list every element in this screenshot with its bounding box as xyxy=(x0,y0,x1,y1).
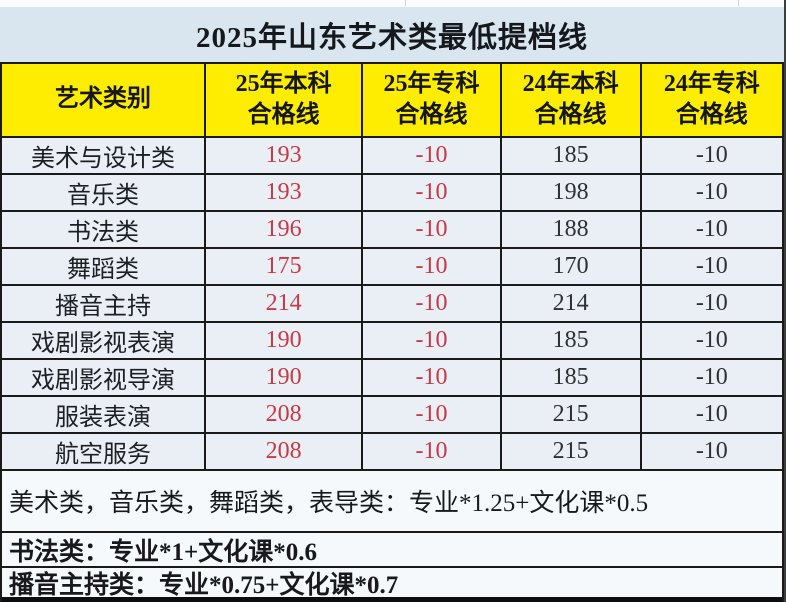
category-cell: 服装表演 xyxy=(0,395,207,434)
value-cell: 175 xyxy=(204,247,364,286)
value-cell: 185 xyxy=(499,321,642,360)
value-cell: -10 xyxy=(639,210,785,249)
value-cell: 170 xyxy=(499,247,642,286)
value-cell: -10 xyxy=(361,247,502,286)
value-cell: 215 xyxy=(499,432,642,471)
column-header-category: 艺术类别 xyxy=(0,62,207,138)
table-row: 音乐类 193 -10 198 -10 xyxy=(0,173,785,212)
value-cell: -10 xyxy=(639,136,785,175)
value-cell: -10 xyxy=(639,395,785,434)
value-cell: -10 xyxy=(639,284,785,323)
value-cell: 208 xyxy=(204,432,364,471)
note-formula-calligraphy: 书法类：专业*1+文化课*0.6 xyxy=(2,533,782,568)
value-cell: -10 xyxy=(361,395,502,434)
table-row: 戏剧影视导演 190 -10 185 -10 xyxy=(0,358,785,397)
table-header: 艺术类别 25年本科 合格线 25年专科 合格线 24年本科 合格线 24年专科… xyxy=(0,62,785,138)
value-cell: 208 xyxy=(204,395,364,434)
note-formula-broadcasting: 播音主持类：专业*0.75+文化课*0.7 xyxy=(2,568,782,602)
value-cell: 193 xyxy=(204,173,364,212)
value-cell: -10 xyxy=(639,321,785,360)
value-cell: -10 xyxy=(639,173,785,212)
value-cell: -10 xyxy=(361,136,502,175)
value-cell: 198 xyxy=(499,173,642,212)
table-body: 美术与设计类 193 -10 185 -10 音乐类 193 -10 198 -10 书法类 196-… xyxy=(0,136,785,471)
value-cell: -10 xyxy=(639,358,785,397)
value-cell: 188 xyxy=(499,210,642,249)
value-cell: 196 xyxy=(204,210,364,249)
value-cell: -10 xyxy=(639,432,785,471)
title-bar: 2025年山东艺术类最低提档线 xyxy=(0,7,784,62)
bottom-strip xyxy=(0,602,786,606)
table-row: 服装表演 208 -10 215 -10 xyxy=(0,395,785,434)
note-text: 美术类，音乐类，舞蹈类，表导类：专业*1.25+文化课*0.5 xyxy=(9,490,649,517)
category-cell: 播音主持 xyxy=(0,284,207,323)
value-cell: -10 xyxy=(361,432,502,471)
value-cell: -10 xyxy=(361,358,502,397)
page-title: 2025年山东艺术类最低提档线 xyxy=(195,21,588,54)
table-row: 播音主持 214 -10 214 -10 xyxy=(0,284,785,323)
note-text: 播音主持类：专业*0.75+文化课*0.7 xyxy=(9,571,399,599)
column-header-25-benke: 25年本科 合格线 xyxy=(204,62,364,138)
table-row: 书法类 196 -10 188 -10 xyxy=(0,210,785,249)
category-cell: 美术与设计类 xyxy=(0,136,207,175)
table-row: 美术与设计类 193 -10 185 -10 xyxy=(0,136,785,175)
value-cell: 185 xyxy=(499,136,642,175)
value-cell: -10 xyxy=(639,247,785,286)
column-header-24-zhuanke: 24年专科 合格线 xyxy=(639,62,785,138)
value-cell: 214 xyxy=(499,284,642,323)
value-cell: 215 xyxy=(499,395,642,434)
top-spreadsheet-strip xyxy=(0,0,784,7)
value-cell: 190 xyxy=(204,358,364,397)
category-cell: 戏剧影视表演 xyxy=(0,321,207,360)
category-cell: 航空服务 xyxy=(0,432,207,471)
value-cell: 190 xyxy=(204,321,364,360)
category-cell: 书法类 xyxy=(0,210,207,249)
note-formula-general: 美术类，音乐类，舞蹈类，表导类：专业*1.25+文化课*0.5 xyxy=(2,471,782,533)
category-cell: 舞蹈类 xyxy=(0,247,207,286)
value-cell: 214 xyxy=(204,284,364,323)
category-cell: 戏剧影视导演 xyxy=(0,358,207,397)
value-cell: -10 xyxy=(361,284,502,323)
column-header-25-zhuanke: 25年专科 合格线 xyxy=(361,62,502,138)
note-text: 书法类：专业*1+文化课*0.6 xyxy=(9,538,317,566)
gridline-tick xyxy=(738,0,739,6)
header-row: 艺术类别 25年本科 合格线 25年专科 合格线 24年本科 合格线 24年专科… xyxy=(0,62,785,138)
notes-section: 美术类，音乐类，舞蹈类，表导类：专业*1.25+文化课*0.5 书法类：专业*1… xyxy=(0,471,784,602)
category-cell: 音乐类 xyxy=(0,173,207,212)
column-header-24-benke: 24年本科 合格线 xyxy=(499,62,642,138)
value-cell: -10 xyxy=(361,210,502,249)
table-row: 航空服务 208 -10 215 -10 xyxy=(0,432,785,471)
value-cell: -10 xyxy=(361,321,502,360)
score-table: 艺术类别 25年本科 合格线 25年专科 合格线 24年本科 合格线 24年专科… xyxy=(0,62,785,471)
table-row: 戏剧影视表演 190 -10 185 -10 xyxy=(0,321,785,360)
gridline-tick xyxy=(405,0,406,6)
value-cell: 185 xyxy=(499,358,642,397)
table-row: 舞蹈类 175 -10 170 -10 xyxy=(0,247,785,286)
value-cell: -10 xyxy=(361,173,502,212)
value-cell: 193 xyxy=(204,136,364,175)
